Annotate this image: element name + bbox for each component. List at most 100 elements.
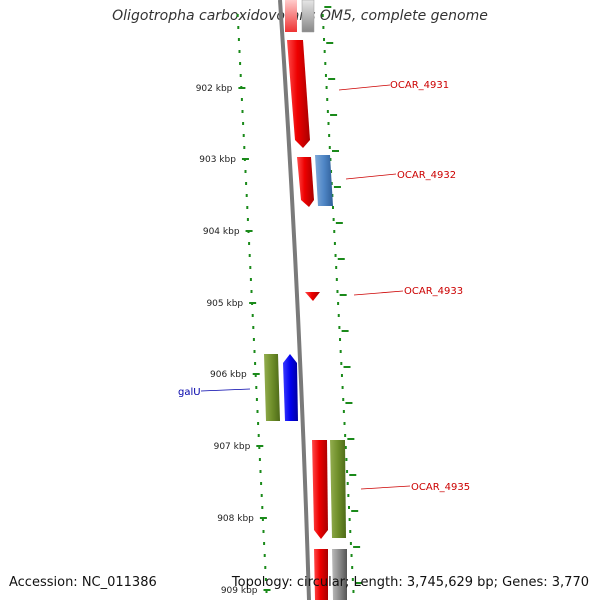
ruler-dot xyxy=(345,458,348,461)
ruler-dot xyxy=(243,146,246,149)
outer-tick xyxy=(345,402,353,404)
ruler-dot xyxy=(264,566,267,569)
ruler-dot xyxy=(336,290,339,293)
ruler-dot xyxy=(239,62,242,65)
cds-olive-4935[interactable] xyxy=(330,440,346,538)
label-ocar-4932[interactable]: OCAR_4932 xyxy=(397,170,456,181)
cds-ocar-4933[interactable] xyxy=(305,292,320,301)
leader-ocar-4935 xyxy=(360,485,411,490)
outer-tick xyxy=(332,150,339,152)
genome-title: Oligotropha carboxidovorans OM5, complet… xyxy=(112,8,488,24)
outer-tick xyxy=(337,258,345,260)
outer-tick xyxy=(347,438,355,440)
ruler-dot xyxy=(257,434,260,437)
ruler-dot xyxy=(255,386,258,389)
outer-tick xyxy=(341,330,349,332)
gene-labels: OCAR_4931 OCAR_4932 OCAR_4933 galU OCAR_… xyxy=(178,80,470,493)
ruler-dot xyxy=(335,278,338,281)
ruler-dot xyxy=(261,506,264,509)
ruler-dot xyxy=(328,146,331,149)
ruler-dot xyxy=(343,422,346,425)
cds-ocar-4931[interactable] xyxy=(287,40,310,148)
ruler-dot xyxy=(253,350,256,353)
ruler-dot xyxy=(258,446,261,449)
scale-tick xyxy=(241,158,249,160)
ruler-dot xyxy=(240,98,243,101)
ruler-dot xyxy=(250,290,253,293)
cds-steel-4932[interactable] xyxy=(315,155,333,206)
scale-tick xyxy=(238,87,246,89)
ruler-dot xyxy=(337,302,340,305)
ruler-dot xyxy=(244,170,247,173)
outer-tick xyxy=(328,78,336,80)
ruler-dot xyxy=(339,338,342,341)
ruler-dot xyxy=(340,362,343,365)
ruler-dot xyxy=(254,374,257,377)
scale-tick xyxy=(256,445,264,447)
ruler-dot xyxy=(324,62,327,65)
cds-galu[interactable] xyxy=(283,354,298,421)
ruler-dot xyxy=(264,578,267,581)
ruler-dot xyxy=(236,14,239,17)
outer-tick xyxy=(339,294,347,296)
outer-tick xyxy=(355,582,363,584)
ruler-dot xyxy=(333,242,336,245)
ruler-dot xyxy=(241,110,244,113)
label-ocar-4933[interactable]: OCAR_4933 xyxy=(404,286,463,297)
ruler-dot xyxy=(342,398,345,401)
label-galu[interactable]: galU xyxy=(178,387,201,398)
ruler-dot xyxy=(262,530,265,533)
scale-tick-label: 905 kbp xyxy=(206,299,243,309)
ruler-dot xyxy=(246,218,249,221)
ruler-dot xyxy=(252,326,255,329)
ruler-dot xyxy=(323,38,326,41)
ruler-dot xyxy=(326,110,329,113)
ruler-dot xyxy=(260,482,263,485)
outer-tick xyxy=(324,6,332,8)
ruler-dot xyxy=(344,446,347,449)
ruler-dot xyxy=(238,50,241,53)
ruler-dot xyxy=(340,374,343,377)
ruler-dot xyxy=(350,554,353,557)
ruler-dot xyxy=(245,182,248,185)
ruler-dot xyxy=(249,266,252,269)
outer-tick xyxy=(330,114,338,116)
label-ocar-4931[interactable]: OCAR_4931 xyxy=(390,80,449,91)
scale-tick-label: 907 kbp xyxy=(214,442,251,452)
ruler-dot xyxy=(346,470,349,473)
grey-feature-top xyxy=(301,0,315,33)
accession-text: Accession: NC_011386 xyxy=(9,575,157,590)
ruler-dot xyxy=(344,434,347,437)
cds-ocar-4932[interactable] xyxy=(297,157,314,207)
outer-tick xyxy=(343,366,351,368)
ruler-dot xyxy=(342,410,345,413)
ruler-dot xyxy=(237,26,240,29)
ruler-dot xyxy=(346,482,349,485)
ruler-dot xyxy=(335,266,338,269)
dot-ruler-left xyxy=(236,14,268,593)
ruler-dot xyxy=(332,218,335,221)
scale-tick xyxy=(249,302,257,304)
outer-tick xyxy=(335,222,343,224)
red-feature-top xyxy=(285,0,297,32)
dot-ruler-right xyxy=(321,6,363,593)
ruler-dot xyxy=(255,398,258,401)
scale-tick xyxy=(245,230,253,232)
cds-olive-906[interactable] xyxy=(264,354,280,421)
grey-feature-bottom xyxy=(332,549,347,600)
label-ocar-4935[interactable]: OCAR_4935 xyxy=(411,482,470,493)
ruler-dot xyxy=(259,470,262,473)
ruler-dot xyxy=(248,254,251,257)
ruler-dot xyxy=(256,410,259,413)
scale-tick xyxy=(259,517,267,519)
ruler-dot xyxy=(260,494,263,497)
cds-ocar-4935[interactable] xyxy=(312,440,328,539)
ruler-dot xyxy=(254,362,257,365)
ruler-dot xyxy=(242,134,245,137)
ruler-dot xyxy=(263,542,266,545)
ruler-dot xyxy=(329,158,332,161)
ruler-dot xyxy=(339,350,342,353)
leader-ocar-4933 xyxy=(353,290,404,296)
outer-tick xyxy=(349,474,357,476)
ruler-dot xyxy=(326,98,329,101)
